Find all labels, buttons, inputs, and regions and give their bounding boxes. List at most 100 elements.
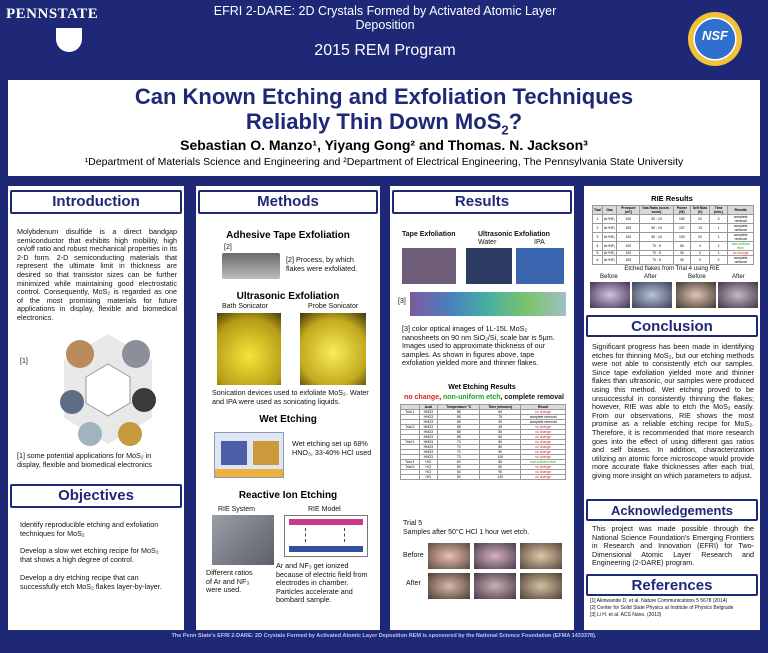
table-row: HCl 50 120 no change: [400, 474, 566, 480]
efri-title: EFRI 2-DARE: 2D Crystals Formed by Activ…: [213, 4, 557, 32]
ultrasonic-exfoliation-label: Ultrasonic Exfoliation: [478, 231, 550, 238]
table-row: Trial 5 HCl 50 60 no change: [400, 464, 566, 470]
rie-after-label-1: After: [644, 274, 657, 280]
probe-sonicator-image: [300, 313, 366, 385]
rie-table-cell: non-uniform etch: [727, 241, 754, 251]
reference-2: [2] Center for Solid State Physics at In…: [590, 605, 734, 611]
wet-table-cell: 50: [437, 474, 481, 480]
wet-etching-results-title: Wet Etching Results: [448, 384, 516, 391]
rie-table-cell: 100: [616, 223, 641, 233]
rie-after-image-1: [632, 282, 672, 308]
table-row: 4 Ar+NF₃ 100 70 : 5 50 4 1 non-uniform etch: [592, 241, 754, 251]
rie-table-cell: Ar+NF₃: [601, 250, 618, 256]
rie-left-caption: Different ratios of Ar and NF₃ were used…: [206, 568, 253, 595]
ack-heading: Acknowledgements: [586, 499, 758, 521]
rie-table-cell: 2: [592, 223, 603, 233]
rie-table-cell: Ar+NF₃: [601, 214, 618, 224]
water-exfoliation-image: [466, 248, 512, 284]
rie-table-header-7: Results: [727, 205, 754, 215]
affiliations: ¹Department of Materials Science and Eng…: [84, 156, 684, 168]
rie-table-cell: 70 : 5: [639, 241, 674, 251]
rie-table-cell: 6: [592, 255, 603, 265]
rie-table-cell: 3: [708, 214, 729, 224]
tape-caption: [2] Process, by which flakes were exfoli…: [286, 255, 358, 273]
probe-sonicator-label: Probe Sonicator: [308, 303, 359, 310]
rie-table-cell: Ar+NF₃: [601, 241, 618, 251]
references-heading: References: [586, 574, 758, 596]
intro-caption: [1] some potential applications for MoS₂…: [17, 451, 152, 469]
table-row: 1 Ar+NF₃ 100 50 : 10 150 20 3 complete removal: [592, 214, 754, 224]
rie-table-cell: 13: [690, 223, 710, 233]
rie-table-cell: 30: [672, 255, 692, 265]
results-ref: [3]: [398, 298, 406, 305]
wet-etching-caption: Wet etching set up 68% HNO₃, 33-40% HCl …: [292, 439, 372, 457]
rie-table-cell: 20: [690, 214, 710, 224]
table-row: 3 Ar+NF₃ 100 50 : 10 100 20 1 complete removal: [592, 232, 754, 242]
rie-model-diagram: [284, 515, 368, 557]
rie-table-cell: 50: [672, 241, 692, 251]
pennstate-shield-icon: [56, 28, 82, 52]
bath-sonicator-image: [217, 313, 281, 385]
trial5-after-image-2: [474, 573, 516, 599]
rie-table-cell: 20: [690, 232, 710, 242]
trial5-before-label: Before: [403, 552, 424, 559]
rie-table-cell: complete removal: [727, 255, 754, 265]
rie-before-image-1: [590, 282, 630, 308]
rie-table-cell: Ar+NF₃: [601, 255, 618, 265]
table-row: 2 Ar+NF₃ 100 50 : 10 157 13 1 complete removal: [592, 223, 754, 233]
rie-table-cell: 150: [672, 214, 692, 224]
rie-before-label-2: Before: [688, 274, 706, 280]
rie-table-cell: 100: [616, 214, 641, 224]
rie-table-cell: Ar+NF₃: [601, 232, 618, 242]
objective-2: Develop a slow wet etching recipe for Mo…: [20, 546, 159, 564]
table-row: 6 Ar+NF₃ 100 70 : 5 30 0 2 complete removal: [592, 255, 754, 265]
rie-system-label: RIE System: [218, 506, 255, 513]
rie-before-label-1: Before: [600, 274, 618, 280]
reference-3: [3] Li H. et al. ACS Nano. (2013): [590, 612, 662, 618]
wet-etching-table: Acid Temperature °C Time (minutes) Result T…: [400, 404, 566, 480]
rie-table-cell: 50 : 10: [639, 223, 674, 233]
methods-heading: Methods: [198, 190, 378, 214]
objectives-heading: Objectives: [10, 484, 182, 508]
rie-table-cell: 1: [708, 223, 729, 233]
trial5-after-image-1: [428, 573, 470, 599]
rie-table-cell: 1: [708, 232, 729, 242]
rie-system-image: [212, 515, 274, 565]
ipa-exfoliation-image: [516, 248, 564, 284]
wet-table-cell: no change: [520, 474, 566, 480]
bath-sonicator-label: Bath Sonicator: [222, 303, 268, 310]
trial5-after-label: After: [406, 580, 421, 587]
rie-table-cell: complete removal: [727, 214, 754, 224]
rie-table-cell: 4: [690, 241, 710, 251]
rie-caption: Etched flakes from Trial 4 using RIE: [624, 266, 720, 272]
intro-ref: [1]: [20, 358, 28, 365]
rie-table-cell: 70 : 5: [639, 255, 674, 265]
trial5-before-image-3: [520, 543, 562, 569]
rie-table-cell: 4: [592, 241, 603, 251]
rie-table-cell: 100: [616, 255, 641, 265]
wet-table-cell: HCl: [418, 474, 439, 480]
rie-table-cell: 100: [616, 232, 641, 242]
objective-1: Identify reproducible etching and exfoli…: [20, 520, 159, 538]
rie-results-title: RIE Results: [651, 194, 693, 203]
tape-exfoliation-image: [402, 248, 456, 284]
ack-text: This project was made possible through t…: [592, 524, 754, 568]
intro-heading: Introduction: [10, 190, 182, 214]
rie-table-header-3: Gas Ratio (sccm : sccm): [639, 205, 674, 215]
rie-table-header-1: Gas: [601, 205, 618, 215]
pennstate-logo: PENNSTATE: [6, 6, 99, 22]
tape-process-image: [222, 253, 280, 279]
rie-table-cell: 100: [616, 241, 641, 251]
ultrasonic-title: Ultrasonic Exfoliation: [236, 291, 340, 302]
results-caption: [3] color optical images of 1L-15L MoS₂ …: [402, 324, 555, 368]
ipa-label: IPA: [534, 239, 545, 246]
conclusion-heading: Conclusion: [586, 315, 758, 337]
wet-etching-title: Wet Etching: [259, 414, 317, 425]
title-box: [8, 80, 760, 176]
program-title: 2015 REM Program: [314, 42, 456, 59]
rie-table-header-5: Self Bias (V): [690, 205, 710, 215]
rie-table-cell: 50 : 10: [639, 232, 674, 242]
trial5-label: Trial 5: [403, 520, 423, 527]
table-row: HNO3 85 60 no change: [400, 434, 566, 440]
trial5-before-image-2: [474, 543, 516, 569]
